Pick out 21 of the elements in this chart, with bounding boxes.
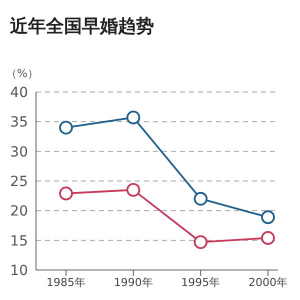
point: [194, 192, 208, 206]
y-tick-label: 30: [10, 144, 28, 160]
point: [261, 210, 275, 224]
chart-title: 近年全国早婚趋势: [10, 15, 154, 38]
x-tick-label: 2000年: [248, 276, 288, 289]
y-tick-label: 25: [10, 174, 28, 190]
y-axis-title: （%）: [6, 66, 38, 81]
y-tick-label: 40: [10, 84, 28, 101]
point: [126, 183, 140, 197]
x-tick-label: 1985年: [46, 276, 86, 289]
x-tick-label: 1995年: [181, 276, 220, 289]
point: [194, 235, 208, 250]
point: [59, 120, 73, 134]
y-tick-label: 35: [10, 114, 28, 131]
y-tick-label: 20: [10, 204, 28, 220]
point: [126, 110, 140, 124]
y-tick-label: 10: [10, 262, 28, 279]
x-tick-label: 1990年: [114, 276, 153, 289]
point: [261, 231, 275, 245]
point: [59, 186, 73, 200]
y-tick-label: 15: [10, 233, 28, 250]
